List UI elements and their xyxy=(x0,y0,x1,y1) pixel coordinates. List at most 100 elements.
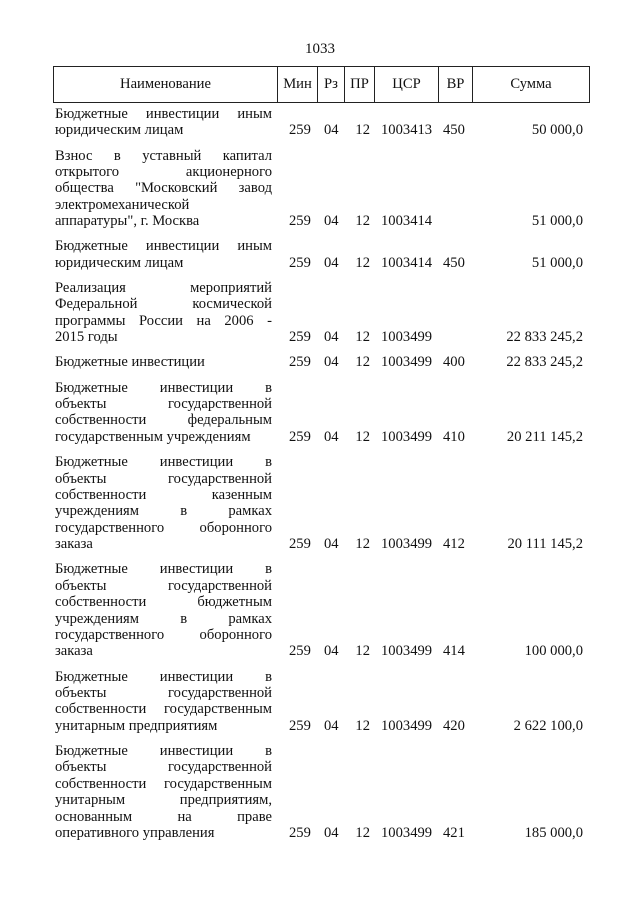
cell-csr: 1003499 xyxy=(381,428,433,445)
cell-min: 259 xyxy=(289,717,311,734)
cell-rz: 04 xyxy=(324,329,339,346)
cell-vr: 412 xyxy=(443,536,465,553)
cell-sum: 22 833 245,2 xyxy=(506,354,583,371)
cell-csr: 1003414 xyxy=(381,254,433,271)
name-line: государственным учреждениям xyxy=(55,428,251,445)
name-line: Бюджетные инвестиции в xyxy=(55,742,272,759)
cell-pr: 12 xyxy=(355,329,370,346)
cell-csr: 1003499 xyxy=(381,717,433,734)
name-line: Бюджетные инвестиции иным xyxy=(55,238,272,255)
name-line: Бюджетные инвестиции в xyxy=(55,561,272,578)
cell-sum: 100 000,0 xyxy=(524,643,583,660)
name-line: объекты государственной xyxy=(55,759,272,776)
cell-csr: 1003499 xyxy=(381,643,433,660)
header-min: Мин xyxy=(278,67,318,102)
cell-pr: 12 xyxy=(355,536,370,553)
cell-min: 259 xyxy=(289,536,311,553)
name-line: Бюджетные инвестиции иным xyxy=(55,106,272,122)
name-line: аппаратуры", г. Москва xyxy=(55,213,200,230)
table-row: Бюджетные инвестиции в объекты государств… xyxy=(0,743,640,841)
cell-pr: 12 xyxy=(355,428,370,445)
name-line: юридическим лицам xyxy=(55,254,184,271)
table-row: Бюджетные инвестиции в объекты государств… xyxy=(0,380,640,446)
table-row: Реализация мероприятий Федеральной космич… xyxy=(0,280,640,346)
table-row: Бюджетные инвестиции в объекты государств… xyxy=(0,669,640,735)
cell-min: 259 xyxy=(289,213,311,230)
header-vr: ВР xyxy=(439,67,473,102)
cell-rz: 04 xyxy=(324,254,339,271)
row-name: Реализация мероприятий Федеральной космич… xyxy=(55,280,272,346)
cell-csr: 1003499 xyxy=(381,825,433,842)
header-rz: Рз xyxy=(318,67,345,102)
row-name: Бюджетные инвестиции иным юридическим лиц… xyxy=(55,238,272,271)
cell-vr: 450 xyxy=(443,254,465,271)
name-line: унитарным предприятиям xyxy=(55,717,218,734)
cell-vr: 410 xyxy=(443,428,465,445)
cell-csr: 1003499 xyxy=(381,354,433,371)
cell-csr: 1003499 xyxy=(381,536,433,553)
name-line: собственности государственным xyxy=(55,701,272,718)
name-line: собственности федеральным xyxy=(55,412,272,429)
cell-min: 259 xyxy=(289,825,311,842)
table-row: Взнос в уставный капитал открытого акцион… xyxy=(0,148,640,230)
cell-sum: 20 111 145,2 xyxy=(507,536,583,553)
cell-sum: 185 000,0 xyxy=(524,825,583,842)
name-line: собственности государственным xyxy=(55,775,272,792)
header-name: Наименование xyxy=(54,67,278,102)
name-line: государственного оборонного xyxy=(55,519,272,536)
cell-vr: 414 xyxy=(443,643,465,660)
table-body: Бюджетные инвестиции иным юридическим лиц… xyxy=(0,106,640,850)
row-name: Бюджетные инвестиции в объекты государств… xyxy=(55,380,272,446)
name-line: объекты государственной xyxy=(55,470,272,487)
name-line: Федеральной космической xyxy=(55,296,272,313)
cell-pr: 12 xyxy=(355,213,370,230)
name-line: объекты государственной xyxy=(55,396,272,413)
name-line: общества "Московский завод xyxy=(55,180,272,197)
name-line: оперативного управления xyxy=(55,825,215,842)
cell-rz: 04 xyxy=(324,643,339,660)
row-name: Взнос в уставный капитал открытого акцион… xyxy=(55,148,272,230)
cell-pr: 12 xyxy=(355,254,370,271)
cell-pr: 12 xyxy=(355,643,370,660)
name-line: Бюджетные инвестиции xyxy=(55,354,205,371)
cell-sum: 51 000,0 xyxy=(531,213,583,230)
name-line: заказа xyxy=(55,643,93,660)
cell-min: 259 xyxy=(289,643,311,660)
cell-rz: 04 xyxy=(324,428,339,445)
name-line: Бюджетные инвестиции в xyxy=(55,668,272,685)
cell-rz: 04 xyxy=(324,213,339,230)
cell-sum: 50 000,0 xyxy=(531,122,583,139)
cell-vr: 450 xyxy=(443,122,465,139)
cell-min: 259 xyxy=(289,329,311,346)
row-name: Бюджетные инвестиции в объекты государств… xyxy=(55,743,272,841)
name-line: программы России на 2006 - xyxy=(55,312,272,329)
row-name: Бюджетные инвестиции в объекты государств… xyxy=(55,454,272,552)
table-row: Бюджетные инвестиции в объекты государств… xyxy=(0,454,640,552)
name-line: собственности бюджетным xyxy=(55,594,272,611)
cell-csr: 1003414 xyxy=(381,213,433,230)
name-line: Бюджетные инвестиции в xyxy=(55,454,272,471)
row-name: Бюджетные инвестиции иным юридическим лиц… xyxy=(55,106,272,139)
name-line: собственности казенным xyxy=(55,486,272,503)
cell-rz: 04 xyxy=(324,536,339,553)
name-line: учреждениям в рамках xyxy=(55,610,272,627)
name-line: государственного оборонного xyxy=(55,626,272,643)
name-line: основанным на праве xyxy=(55,808,272,825)
table-row: Бюджетные инвестиции в объекты государств… xyxy=(0,561,640,659)
name-line: электромеханической xyxy=(55,196,190,213)
header-csr: ЦСР xyxy=(375,67,439,102)
cell-pr: 12 xyxy=(355,354,370,371)
table-row: Бюджетные инвестиции иным юридическим лиц… xyxy=(0,238,640,271)
cell-min: 259 xyxy=(289,354,311,371)
row-name: Бюджетные инвестиции xyxy=(55,354,272,370)
cell-min: 259 xyxy=(289,428,311,445)
cell-sum: 20 211 145,2 xyxy=(506,428,583,445)
cell-sum: 51 000,0 xyxy=(531,254,583,271)
row-name: Бюджетные инвестиции в объекты государств… xyxy=(55,669,272,735)
name-line: учреждениям в рамках xyxy=(55,503,272,520)
cell-sum: 2 622 100,0 xyxy=(513,717,583,734)
cell-sum: 22 833 245,2 xyxy=(506,329,583,346)
cell-pr: 12 xyxy=(355,825,370,842)
cell-rz: 04 xyxy=(324,717,339,734)
cell-vr: 400 xyxy=(443,354,465,371)
